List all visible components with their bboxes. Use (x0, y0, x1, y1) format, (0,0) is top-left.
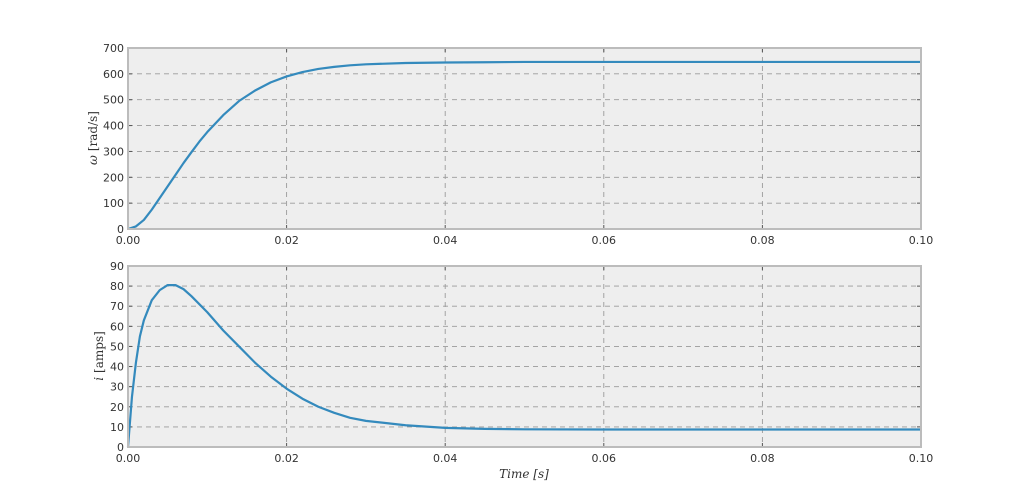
current-y-tick-label: 50 (110, 340, 124, 353)
omega-y-tick-label: 600 (103, 68, 124, 81)
current-y-axis-label: i [amps] (92, 331, 106, 381)
current-x-tick-label: 0.06 (592, 452, 617, 465)
omega-y-tick-label: 300 (103, 145, 124, 158)
current-y-tick-label: 0 (117, 441, 124, 454)
omega-x-tick-label: 0.00 (116, 234, 141, 247)
omega-y-tick-label: 0 (117, 223, 124, 236)
omega-y-tick-labels: 0 100 200 300 400 500 600 700 (103, 42, 124, 236)
current-x-tick-label: 0.04 (433, 452, 458, 465)
omega-y-tick-label: 500 (103, 94, 124, 107)
omega-y-tick-label: 400 (103, 120, 124, 133)
omega-y-axis-symbol: ω (86, 155, 100, 165)
current-y-tick-label: 80 (110, 280, 124, 293)
omega-gridlines (128, 48, 921, 229)
omega-plot-area (128, 48, 921, 229)
omega-x-tick-labels: 0.00 0.02 0.04 0.06 0.08 0.10 (116, 234, 934, 247)
current-y-axis-unit: [amps] (92, 331, 106, 373)
current-x-tick-label: 0.10 (909, 452, 934, 465)
current-y-tick-label: 30 (110, 381, 124, 394)
current-plot-frame (127, 265, 922, 448)
omega-series-line (127, 60, 921, 231)
current-y-tick-label: 20 (110, 401, 124, 414)
current-x-tick-label: 0.00 (116, 452, 141, 465)
omega-x-tick-label: 0.04 (433, 234, 458, 247)
omega-y-tick-label: 100 (103, 197, 124, 210)
omega-x-tick-label: 0.06 (592, 234, 617, 247)
omega-y-tick-label: 700 (103, 42, 124, 55)
omega-x-tick-label: 0.02 (274, 234, 299, 247)
omega-plot-frame (127, 47, 922, 230)
current-y-tick-label: 90 (110, 260, 124, 273)
omega-x-tick-label: 0.08 (750, 234, 775, 247)
omega-chart: 0.00 0.02 0.04 0.06 0.08 0.10 0 100 200 300 400 50… (86, 42, 933, 247)
current-y-tick-label: 60 (110, 320, 124, 333)
current-gridlines (128, 266, 921, 447)
current-x-axis-label: Time [s] (499, 467, 549, 481)
current-y-tick-label: 10 (110, 421, 124, 434)
current-chart: 0.00 0.02 0.04 0.06 0.08 0.10 0 10 20 30 40 50 60 70… (92, 260, 933, 481)
omega-y-axis-label: ω [rad/s] (86, 111, 100, 165)
current-y-tick-label: 70 (110, 300, 124, 313)
current-plot-area (128, 266, 921, 447)
current-x-tick-label: 0.02 (274, 452, 299, 465)
omega-x-tick-label: 0.10 (909, 234, 934, 247)
current-series-line (126, 284, 921, 448)
current-x-tick-label: 0.08 (750, 452, 775, 465)
current-y-axis-symbol: i (92, 377, 106, 381)
omega-y-tick-label: 200 (103, 171, 124, 184)
omega-y-axis-unit: [rad/s] (86, 111, 100, 151)
current-y-tick-label: 40 (110, 361, 124, 374)
current-y-tick-labels: 0 10 20 30 40 50 60 70 80 90 (110, 260, 124, 454)
current-x-tick-labels: 0.00 0.02 0.04 0.06 0.08 0.10 (116, 452, 934, 465)
